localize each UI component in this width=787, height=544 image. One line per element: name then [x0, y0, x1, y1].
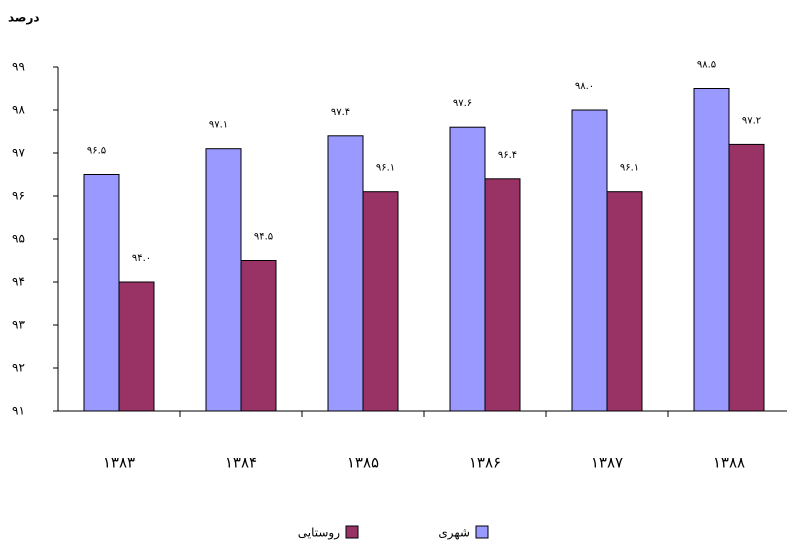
y-tick-label: ۹۵ [12, 232, 25, 246]
x-tick-label: ۱۳۸۵ [347, 454, 379, 472]
bar [327, 135, 364, 412]
y-tick-label: ۹۴ [12, 275, 25, 289]
bar [118, 281, 155, 412]
value-label: ۹۶.۴ [498, 150, 517, 161]
y-tick-label: ۹۸ [12, 103, 25, 117]
value-label: ۹۸.۵ [697, 60, 716, 71]
x-tick-label: ۱۳۸۳ [103, 454, 135, 472]
value-label: ۹۷.۲ [742, 115, 761, 126]
bar [484, 178, 521, 412]
y-tick-label: ۹۲ [12, 361, 25, 375]
value-label: ۹۴.۰ [132, 253, 151, 264]
bar [693, 88, 730, 412]
y-tick-label: ۹۶ [12, 189, 25, 203]
y-tick-label: ۹۷ [12, 146, 25, 160]
y-tick-label: ۹۱ [12, 404, 25, 418]
value-label: ۹۴.۵ [254, 232, 273, 243]
value-label: ۹۸.۰ [575, 81, 594, 92]
legend-label: روستایی [298, 526, 340, 541]
bar [606, 191, 643, 412]
value-label: ۹۷.۶ [453, 98, 472, 109]
x-tick-label: ۱۳۸۶ [469, 454, 501, 472]
value-label: ۹۷.۱ [209, 120, 228, 131]
value-label: ۹۶.۱ [620, 163, 639, 174]
y-tick-label: ۹۳ [12, 318, 25, 332]
y-tick-label: ۹۹ [12, 60, 25, 74]
x-tick-label: ۱۳۸۴ [225, 454, 257, 472]
y-axis-label: درصد [8, 11, 40, 25]
bar [240, 260, 277, 412]
value-label: ۹۶.۵ [87, 146, 106, 157]
legend-swatch [475, 525, 489, 539]
x-tick-label: ۱۳۸۸ [713, 454, 745, 472]
bar [449, 126, 486, 412]
x-tick-label: ۱۳۸۷ [591, 454, 623, 472]
bar [83, 174, 120, 412]
bar [728, 143, 765, 412]
legend-label: شهری [438, 526, 470, 541]
bar [362, 191, 399, 412]
bar [571, 109, 608, 412]
legend-swatch [345, 525, 359, 539]
value-label: ۹۶.۱ [376, 163, 395, 174]
bar [205, 148, 242, 412]
value-label: ۹۷.۴ [331, 107, 350, 118]
